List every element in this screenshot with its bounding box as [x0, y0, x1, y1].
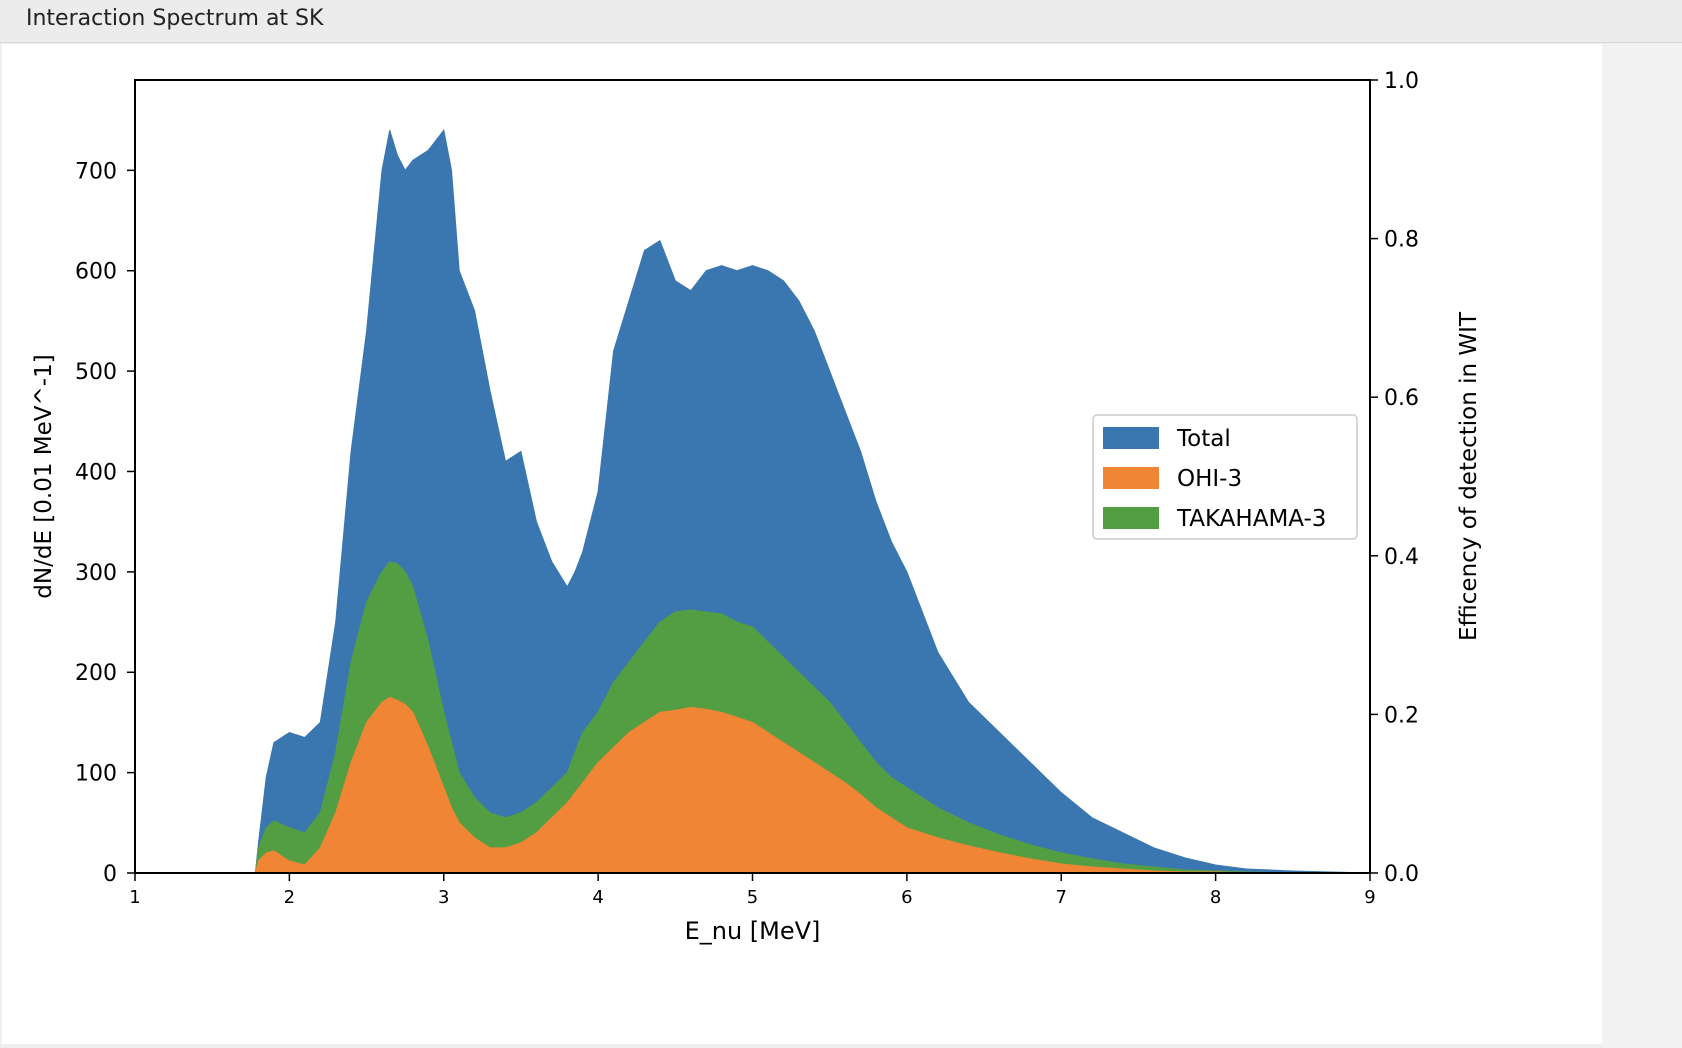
- x-tick-label: 1: [129, 887, 140, 908]
- x-tick-label: 6: [901, 887, 912, 908]
- y-tick-label: 300: [75, 561, 117, 586]
- legend-swatch-total: [1103, 427, 1159, 449]
- x-axis-label: E_nu [MeV]: [685, 917, 821, 945]
- x-tick-label: 3: [438, 887, 449, 908]
- window-title: Interaction Spectrum at SK: [26, 6, 324, 31]
- y-tick-label: 600: [75, 260, 117, 285]
- x-tick-label: 4: [592, 887, 603, 908]
- x-tick-label: 2: [284, 887, 295, 908]
- x-tick-label: 5: [747, 887, 758, 908]
- x-tick-label: 8: [1210, 887, 1221, 908]
- legend-label-ohi-3: OHI-3: [1177, 466, 1242, 492]
- y-tick-label: 0: [103, 862, 117, 887]
- y2-tick-label: 0.8: [1384, 228, 1419, 253]
- x-tick-label: 7: [1056, 887, 1067, 908]
- y2-tick-label: 0.0: [1384, 862, 1419, 887]
- side-panel: [1602, 44, 1682, 1048]
- title-bar: Interaction Spectrum at SK: [0, 0, 1682, 43]
- series-total-area: [135, 129, 1371, 874]
- y-tick-label: 500: [75, 360, 117, 385]
- x-tick-label: 9: [1364, 887, 1375, 908]
- legend-label-takahama-3: TAKAHAMA-3: [1176, 506, 1326, 532]
- area-chart: 1 2 3 4 5 6 7 8 9 0 100 200 300 400 500 600 700 0.0 0.2 0.4…: [31, 69, 1482, 945]
- y2-tick-label: 0.2: [1384, 703, 1419, 728]
- y2-axis-label: Efficency of detection in WIT: [1456, 311, 1482, 641]
- chart-figure: 1 2 3 4 5 6 7 8 9 0 100 200 300 400 500 600 700 0.0 0.2 0.4…: [2, 44, 1602, 1044]
- y-tick-label: 700: [75, 159, 117, 184]
- legend-swatch-takahama-3: [1103, 507, 1159, 529]
- legend-swatch-ohi-3: [1103, 467, 1159, 489]
- y-tick-label: 200: [75, 661, 117, 686]
- y-axis-label: dN/dE [0.01 MeV^-1]: [31, 354, 57, 598]
- y2-tick-label: 1.0: [1384, 69, 1419, 94]
- series-ohi-3-area: [135, 696, 1370, 874]
- legend-label-total: Total: [1176, 426, 1231, 452]
- y-tick-label: 100: [75, 762, 117, 787]
- y2-tick-label: 0.6: [1384, 386, 1419, 411]
- y2-tick-label: 0.4: [1384, 545, 1419, 570]
- y-tick-label: 400: [75, 460, 117, 485]
